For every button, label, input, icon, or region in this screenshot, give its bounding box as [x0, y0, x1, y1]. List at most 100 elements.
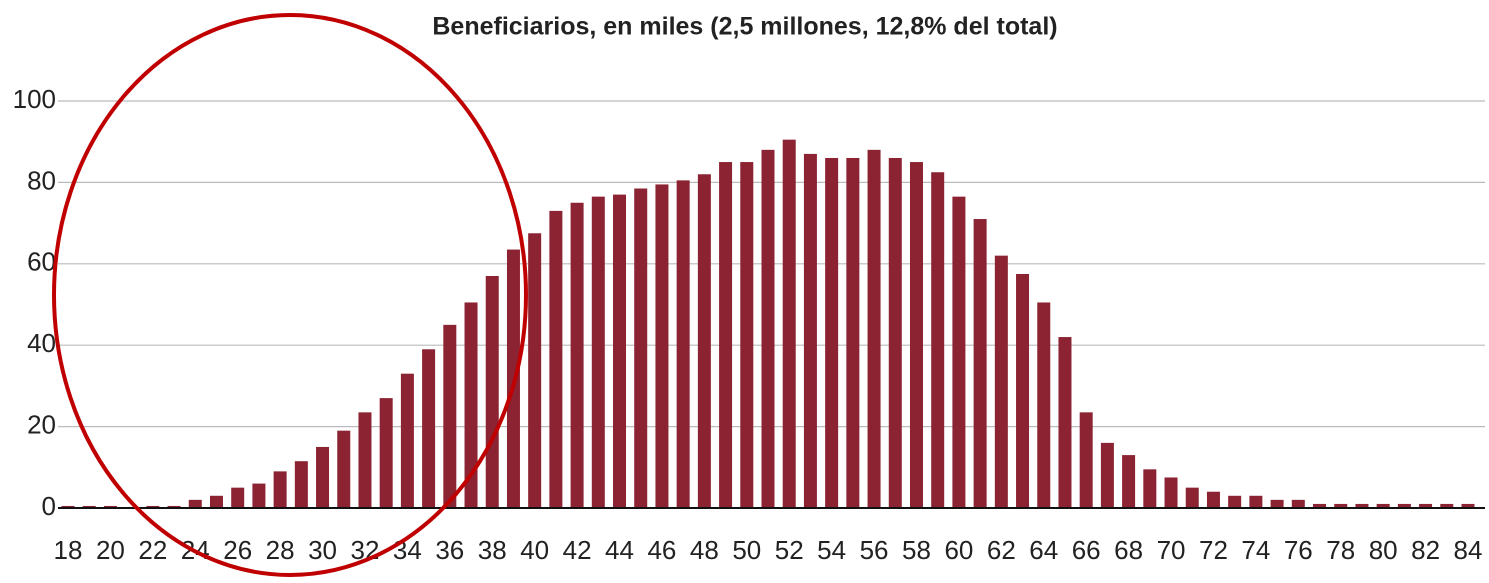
- x-tick-label: 78: [1326, 535, 1355, 565]
- bar: [443, 324, 457, 508]
- bar: [634, 188, 648, 508]
- bar: [167, 505, 181, 508]
- bar: [888, 157, 902, 509]
- x-tick-label: 28: [266, 535, 295, 565]
- bar: [591, 196, 605, 508]
- x-tick-label: 26: [223, 535, 252, 565]
- x-tick-label: 80: [1369, 535, 1398, 565]
- bar: [294, 461, 308, 508]
- bar: [761, 149, 775, 508]
- x-tick-label: 62: [987, 535, 1016, 565]
- bar: [146, 505, 160, 508]
- bar: [1270, 499, 1284, 508]
- x-tick-label: 76: [1284, 535, 1313, 565]
- x-tick-label: 56: [860, 535, 889, 565]
- x-tick-label: 18: [54, 535, 83, 565]
- y-tick-label: 60: [27, 247, 56, 277]
- bar: [1376, 503, 1390, 508]
- x-tick-label: 22: [138, 535, 167, 565]
- bar: [909, 162, 923, 509]
- x-tick-label: 60: [944, 535, 973, 565]
- bar: [782, 139, 796, 509]
- bar: [209, 495, 223, 508]
- x-tick-label: 72: [1199, 535, 1228, 565]
- bar: [1100, 442, 1114, 508]
- bar: [676, 180, 690, 509]
- bar: [867, 149, 881, 508]
- x-tick-label: 30: [308, 535, 337, 565]
- bar: [528, 233, 542, 508]
- x-tick-label: 64: [1029, 535, 1058, 565]
- bar: [1164, 477, 1178, 508]
- y-tick-label: 40: [27, 328, 56, 358]
- bar: [1397, 503, 1411, 508]
- bar: [1079, 412, 1093, 508]
- bar: [973, 219, 987, 508]
- bar: [188, 499, 202, 508]
- bar: [273, 471, 287, 508]
- bar: [1291, 499, 1305, 508]
- x-tick-label: 66: [1072, 535, 1101, 565]
- x-tick-label: 68: [1114, 535, 1143, 565]
- bar: [719, 162, 733, 509]
- x-tick-label: 46: [647, 535, 676, 565]
- x-tick-label: 52: [775, 535, 804, 565]
- bar: [252, 483, 266, 508]
- bar: [803, 153, 817, 508]
- bar: [952, 196, 966, 508]
- bar: [613, 194, 627, 509]
- bar: [1037, 302, 1051, 508]
- bar: [422, 349, 436, 508]
- bar: [1206, 491, 1220, 508]
- x-tick-label: 58: [902, 535, 931, 565]
- bar: [1249, 495, 1263, 508]
- y-tick-label: 0: [42, 491, 56, 521]
- bar: [1122, 455, 1136, 508]
- x-tick-label: 74: [1241, 535, 1270, 565]
- bar: [337, 430, 351, 508]
- bar: [379, 398, 393, 508]
- bar: [1461, 503, 1475, 508]
- x-tick-label: 48: [690, 535, 719, 565]
- bar: [1334, 503, 1348, 508]
- bar: [1355, 503, 1369, 508]
- y-tick-label: 80: [27, 165, 56, 195]
- x-tick-label: 50: [732, 535, 761, 565]
- x-tick-label: 84: [1454, 535, 1483, 565]
- x-tick-label: 20: [96, 535, 125, 565]
- x-tick-label: 40: [520, 535, 549, 565]
- x-tick-label: 70: [1157, 535, 1186, 565]
- bar: [994, 255, 1008, 508]
- x-tick-label: 42: [563, 535, 592, 565]
- bar: [1058, 337, 1072, 508]
- bar: [485, 276, 499, 508]
- x-tick-label: 38: [478, 535, 507, 565]
- y-tick-label: 100: [13, 84, 56, 114]
- chart-title: Beneficiarios, en miles (2,5 millones, 1…: [432, 13, 1057, 41]
- x-tick-label: 54: [817, 535, 846, 565]
- bar: [740, 162, 754, 509]
- bar: [570, 202, 584, 508]
- bar: [400, 373, 414, 508]
- x-tick-label: 36: [435, 535, 464, 565]
- bar: [549, 210, 563, 508]
- bar: [61, 505, 75, 508]
- bar: [1440, 503, 1454, 508]
- bar: [1419, 503, 1433, 508]
- bar: [82, 505, 96, 508]
- x-tick-label: 82: [1411, 535, 1440, 565]
- bar: [231, 487, 245, 508]
- bar: [825, 157, 839, 509]
- bar: [697, 174, 711, 508]
- bar: [655, 184, 669, 508]
- x-tick-label: 44: [605, 535, 634, 565]
- bar: [846, 157, 860, 509]
- bar: [103, 505, 117, 508]
- bar: [931, 172, 945, 508]
- bar: [1016, 273, 1030, 508]
- bar: [1228, 495, 1242, 508]
- bar: [1185, 487, 1199, 508]
- bar: [358, 412, 372, 508]
